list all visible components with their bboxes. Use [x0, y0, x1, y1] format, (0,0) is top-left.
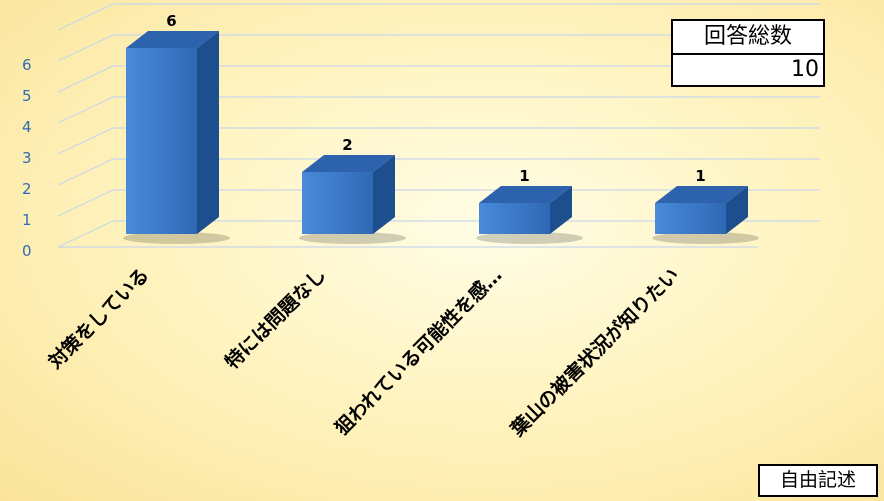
- free-description-box: 自由記述: [758, 464, 878, 497]
- x-axis-labels: 対策をしている 特には問題なし 狙われている可能性を感… 葉山の被害状況が知りたい: [43, 263, 684, 441]
- gridline: [57, 3, 820, 31]
- data-label: 1: [695, 167, 705, 185]
- bar-side: [197, 31, 219, 234]
- y-tick-label: 2: [22, 180, 32, 198]
- y-tick-label: 5: [22, 87, 32, 105]
- y-tick-label: 3: [22, 149, 32, 167]
- bar: [476, 186, 583, 244]
- bar-shadow: [299, 232, 406, 244]
- gridline: [57, 220, 820, 248]
- bar-side: [550, 186, 572, 234]
- bar-top: [126, 31, 219, 48]
- bar: [652, 186, 759, 244]
- gridline: [57, 65, 820, 93]
- gridline: [57, 34, 820, 62]
- data-label: 2: [342, 136, 352, 154]
- gridlines: [57, 3, 820, 248]
- y-tick-label: 0: [22, 242, 32, 260]
- y-tick-label: 6: [22, 56, 32, 74]
- bar-side: [726, 186, 748, 234]
- bar-shadow: [476, 232, 583, 244]
- gridline: [57, 96, 820, 124]
- x-tick-label: 特には問題なし: [221, 264, 331, 374]
- x-tick-label: 狙われている可能性を感…: [330, 263, 506, 439]
- bar-front: [655, 203, 726, 234]
- total-responses-value: 10: [791, 57, 819, 82]
- bar: [299, 155, 406, 244]
- gridline: [57, 189, 820, 217]
- gridline: [57, 127, 820, 155]
- bar-front: [302, 172, 373, 234]
- bar-top: [479, 186, 572, 203]
- bars: [123, 31, 759, 244]
- bar-top: [655, 186, 748, 203]
- bar-front: [126, 48, 197, 234]
- y-axis-ticks: 0 1 2 3 4 5 6: [22, 56, 32, 260]
- total-responses-title: 回答総数: [673, 21, 823, 55]
- data-label: 6: [166, 12, 176, 30]
- bar-shadow: [652, 232, 759, 244]
- x-tick-label: 対策をしている: [43, 263, 154, 374]
- bar-side: [373, 155, 395, 234]
- total-responses-box: 回答総数 10: [671, 19, 825, 87]
- data-label: 1: [519, 167, 529, 185]
- x-tick-label: 葉山の被害状況が知りたい: [505, 263, 683, 441]
- bar-front: [479, 203, 550, 234]
- bar: [123, 31, 230, 244]
- y-tick-label: 1: [22, 211, 32, 229]
- gridline: [57, 158, 820, 186]
- bar-shadow: [123, 232, 230, 244]
- bar-top: [302, 155, 395, 172]
- data-labels: 6 2 1 1: [166, 12, 705, 185]
- y-tick-label: 4: [22, 118, 32, 136]
